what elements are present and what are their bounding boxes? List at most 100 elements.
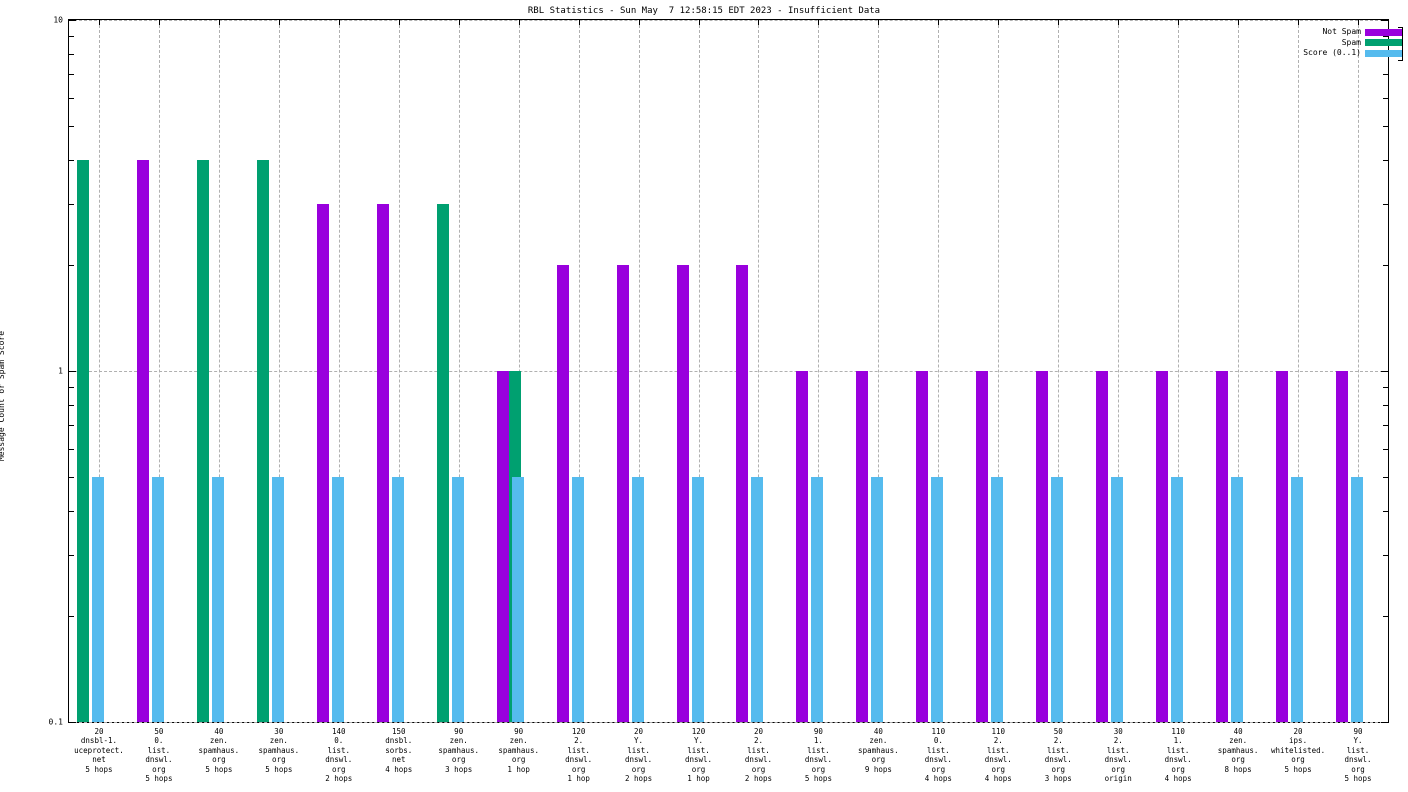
x-axis-tick-label: 110 0. list. dnswl. org 4 hops — [924, 727, 952, 784]
x-gridline — [1358, 20, 1359, 722]
x-axis-tick — [758, 20, 759, 25]
y-axis-tick — [69, 387, 74, 389]
bar-score — [1171, 477, 1183, 722]
y-axis-tick — [69, 476, 74, 478]
bar-score — [572, 477, 584, 722]
legend-label: Score (0..1) — [1303, 48, 1361, 57]
x-axis-tick — [279, 20, 280, 25]
x-axis-tick-label: 30 2. list. dnswl. org origin — [1104, 727, 1132, 784]
x-axis-tick-label: 50 2. list. dnswl. org 3 hops — [1044, 727, 1072, 784]
bar-score — [1351, 477, 1363, 722]
y-axis-tick — [69, 36, 74, 38]
y-axis-tick — [1381, 371, 1388, 372]
y-axis-tick — [1383, 554, 1388, 556]
x-gridline — [579, 20, 580, 722]
y-axis-tick — [69, 54, 74, 55]
plot-area — [68, 19, 1389, 723]
y-axis-tick — [69, 405, 74, 406]
x-gridline — [159, 20, 160, 722]
x-gridline — [1118, 20, 1119, 722]
y-axis-tick — [69, 722, 76, 723]
y-axis-tick — [1383, 387, 1388, 389]
legend-item-spam: Spam — [1303, 38, 1403, 49]
x-axis-tick-label: 30 zen. spamhaus. org 5 hops — [258, 727, 300, 774]
x-gridline — [459, 20, 460, 722]
x-axis-tick-label: 40 zen. spamhaus. org 5 hops — [198, 727, 240, 774]
y-axis-tick — [1383, 265, 1388, 267]
legend-rows: Not Spam Spam Score (0..1) — [1303, 27, 1403, 59]
bar-not-spam — [1336, 371, 1348, 722]
x-axis-tick-label: 120 2. list. dnswl. org 1 hop — [565, 727, 593, 784]
bar-score — [1231, 477, 1243, 722]
x-axis-tick — [1058, 20, 1059, 25]
x-axis-tick-label: 90 zen. spamhaus. org 1 hop — [498, 727, 539, 774]
x-axis-tick — [938, 20, 939, 25]
x-axis-tick-label: 120 Y. list. dnswl. org 1 hop — [684, 727, 713, 784]
bar-not-spam — [1036, 371, 1048, 722]
legend-label: Spam — [1341, 37, 1361, 47]
x-axis-tick — [699, 20, 700, 25]
y-axis-tick — [69, 97, 74, 99]
x-axis-tick — [818, 20, 819, 25]
x-axis-tick-label: 150 dnsbl. sorbs. net 4 hops — [385, 727, 413, 774]
x-gridline — [998, 20, 999, 722]
bar-spam — [77, 160, 89, 722]
legend-bracket — [1398, 27, 1403, 61]
x-gridline — [219, 20, 220, 722]
x-axis-tick — [519, 20, 520, 25]
bar-score — [1111, 477, 1123, 722]
bar-score — [212, 477, 224, 722]
bar-not-spam — [617, 265, 629, 722]
y-axis-tick — [1383, 203, 1388, 205]
y-axis-tick — [69, 448, 74, 450]
x-axis-tick — [219, 20, 220, 25]
x-axis-tick — [998, 20, 999, 25]
y-axis-tick — [69, 425, 74, 427]
x-axis-tick — [1358, 20, 1359, 25]
y-axis-tick — [1383, 36, 1388, 38]
y-axis-tick — [69, 159, 74, 161]
y-axis-tick — [69, 371, 76, 372]
x-axis-tick — [339, 20, 340, 25]
x-gridline — [878, 20, 879, 722]
x-axis-tick-label: 20 2. list. dnswl. org 2 hops — [744, 727, 773, 784]
legend-swatch-score — [1365, 49, 1403, 57]
x-axis-tick-label: 20 Y. list. dnswl. org 2 hops — [625, 727, 653, 784]
bar-not-spam — [497, 371, 509, 722]
x-axis-tick — [159, 20, 160, 25]
bar-not-spam — [557, 265, 569, 722]
bar-score — [1051, 477, 1063, 722]
x-axis-tick — [579, 20, 580, 25]
x-gridline — [699, 20, 700, 722]
y-axis-tick — [69, 125, 74, 127]
y-axis-tick — [69, 510, 74, 512]
bar-not-spam — [856, 371, 868, 722]
y-axis-tick — [69, 616, 74, 618]
x-axis-tick — [399, 20, 400, 25]
bar-not-spam — [1216, 371, 1228, 722]
bar-not-spam — [736, 265, 748, 722]
bar-spam — [257, 160, 269, 722]
bar-spam — [437, 204, 449, 722]
y-axis-tick — [1383, 159, 1388, 161]
legend-item-not_spam: Not Spam — [1303, 27, 1403, 38]
x-axis-tick-label: 90 Y. list. dnswl. org 5 hops — [1344, 727, 1372, 784]
bar-score — [751, 477, 763, 722]
x-axis-tick-label: 20 dnsbl-1. uceprotect. net 5 hops — [74, 727, 124, 774]
x-axis-tick-label: 20 ips. whitelisted. org 5 hops — [1270, 727, 1326, 774]
x-gridline — [339, 20, 340, 722]
legend-label: Not Spam — [1322, 27, 1361, 36]
legend-item-score: Score (0..1) — [1303, 48, 1403, 59]
y-axis-tick — [69, 74, 74, 76]
x-gridline — [1238, 20, 1239, 722]
bar-not-spam — [1276, 371, 1288, 722]
y-axis-tick-label: 10 — [53, 15, 63, 25]
x-axis-tick — [459, 20, 460, 25]
x-axis-tick — [1178, 20, 1179, 25]
y-axis-tick — [1383, 125, 1388, 127]
x-gridline — [1298, 20, 1299, 722]
x-axis-tick — [878, 20, 879, 25]
y-axis-tick-label: 1 — [58, 366, 63, 376]
chart-legend: Not Spam Spam Score (0..1) — [1303, 27, 1403, 61]
